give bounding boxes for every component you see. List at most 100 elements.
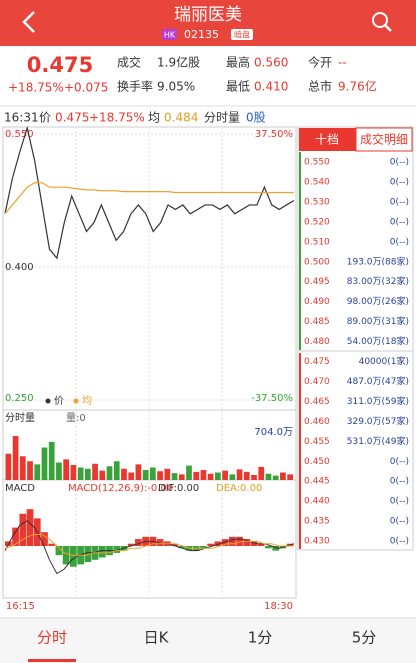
- macd-bar: [178, 546, 186, 549]
- y2-tick-label: -37.50%: [251, 393, 293, 404]
- y-tick-label: 0.550: [5, 129, 34, 140]
- volume-bar: [178, 474, 185, 480]
- macd-bar: [127, 543, 135, 546]
- nav-tab[interactable]: 5分: [352, 629, 377, 647]
- volume-bar: [56, 462, 62, 480]
- volume-bar: [70, 465, 77, 480]
- stats: 成交 1.9亿股 最高 0.560 今开 -- 换手率 9.05% 最低 0.410 总市 9.76亿: [117, 55, 377, 94]
- search-handle: [384, 24, 392, 32]
- stat-label: 换手率: [117, 79, 153, 94]
- macd-bar: [228, 536, 236, 546]
- macd-bar: [171, 543, 178, 546]
- book-volume: 89.00万(31家): [347, 315, 409, 327]
- book-volume: 0(--): [390, 217, 409, 227]
- volume-bar: [77, 467, 84, 480]
- book-price: 0.480: [304, 337, 330, 347]
- macd-bar: [48, 543, 56, 546]
- book-volume: 0(--): [390, 237, 409, 247]
- tab[interactable]: [355, 127, 413, 152]
- volume-bar: [121, 468, 127, 480]
- book-volume: 0(--): [390, 457, 409, 467]
- book-price: 0.470: [304, 377, 330, 387]
- volume-bar: [215, 472, 221, 480]
- macd-bar: [41, 532, 48, 546]
- y-tick-label: 0.400: [5, 262, 34, 273]
- book-price: 0.490: [304, 297, 330, 307]
- macd-bar: [62, 546, 70, 565]
- volume-bar: [12, 436, 19, 480]
- book-volume: 0(--): [390, 158, 409, 168]
- volume-bar: [265, 473, 272, 480]
- book-volume: 83.00万(32家): [347, 275, 409, 287]
- volume-bar: [128, 472, 135, 480]
- macd-bar: [113, 546, 121, 553]
- book-volume: 40000(1家): [359, 355, 409, 367]
- nav-tab[interactable]: 日K: [144, 629, 170, 647]
- panel-subtitle: 量:0: [66, 412, 86, 424]
- x-label: 16:15: [6, 601, 35, 612]
- volume-bar: [106, 466, 113, 480]
- book-price: 0.445: [304, 477, 330, 487]
- nav-tab[interactable]: 1分: [248, 629, 273, 647]
- macd-bar: [200, 546, 207, 549]
- nav-indicator: [28, 659, 76, 662]
- tab-label[interactable]: 成交明细: [360, 132, 408, 147]
- search-button[interactable]: [372, 12, 388, 28]
- tab-label[interactable]: 十档: [315, 133, 339, 147]
- x-label: 18:30: [264, 601, 293, 612]
- book-volume: 311.0万(59家): [347, 395, 409, 407]
- macd-bar: [257, 543, 265, 546]
- book-price: 0.450: [304, 457, 330, 467]
- volume-bar: [229, 474, 236, 480]
- stock-name: 瑞丽医美: [174, 5, 242, 25]
- macd-bar: [156, 539, 164, 546]
- volume-bar: [272, 475, 279, 480]
- macd-bar: [55, 546, 63, 556]
- book-price: 0.520: [304, 217, 330, 227]
- vol: 0股: [246, 111, 266, 125]
- y2-tick-label: 37.50%: [255, 129, 293, 140]
- macd-bar: [70, 546, 77, 567]
- stat-label: 最低: [226, 80, 250, 94]
- book-volume: 531.0万(49家): [347, 435, 409, 447]
- stat-value: 0.560: [254, 56, 288, 70]
- book-price: 0.485: [304, 317, 330, 327]
- volume-bar: [27, 461, 33, 480]
- stat-value: 0.410: [254, 80, 288, 94]
- macd-line: [4, 520, 295, 575]
- nav-tab[interactable]: 分时: [37, 629, 67, 647]
- book-volume: 98.00万(26家): [347, 295, 409, 307]
- book-price: 0.530: [304, 197, 330, 207]
- legend-label: 均: [82, 395, 92, 407]
- macd-bar: [135, 539, 142, 546]
- tab-active[interactable]: [299, 128, 356, 151]
- book-price: 0.435: [304, 517, 330, 527]
- book-price: 0.495: [304, 277, 330, 287]
- nav: 分时 日K 1分 5分: [28, 629, 377, 662]
- volume-bar: [186, 465, 192, 480]
- panel-title: 分时量: [5, 412, 35, 424]
- vol-label: 分时量: [204, 111, 240, 125]
- volume-bar: [135, 464, 142, 480]
- stat-value: --: [338, 56, 347, 70]
- book-price: 0.455: [304, 437, 330, 447]
- series-line: [4, 125, 295, 260]
- avg-label: 均: [148, 111, 160, 125]
- volume-bar: [236, 469, 243, 480]
- legend-dot: [73, 398, 79, 404]
- info-row: 16:31 价 0.475 +18.75% 均 0.484 分时量 0股: [4, 111, 266, 125]
- volume-bar: [63, 459, 70, 480]
- book-price: 0.500: [304, 257, 330, 267]
- macd-bar: [272, 546, 280, 551]
- book-volume: 0(--): [390, 177, 409, 187]
- volume-bar: [41, 447, 48, 480]
- book-volume: 487.0万(47家): [347, 375, 409, 387]
- back-button[interactable]: [22, 11, 35, 33]
- y-tick-label: 704.0万: [254, 427, 293, 438]
- macd-bar: [214, 541, 222, 546]
- change-pct: +18.75%: [8, 81, 64, 95]
- stat-value: 9.76亿: [338, 79, 377, 94]
- stat-label: 成交: [117, 55, 141, 70]
- book-volume: 0(--): [390, 537, 409, 547]
- price-label: 价: [39, 111, 51, 125]
